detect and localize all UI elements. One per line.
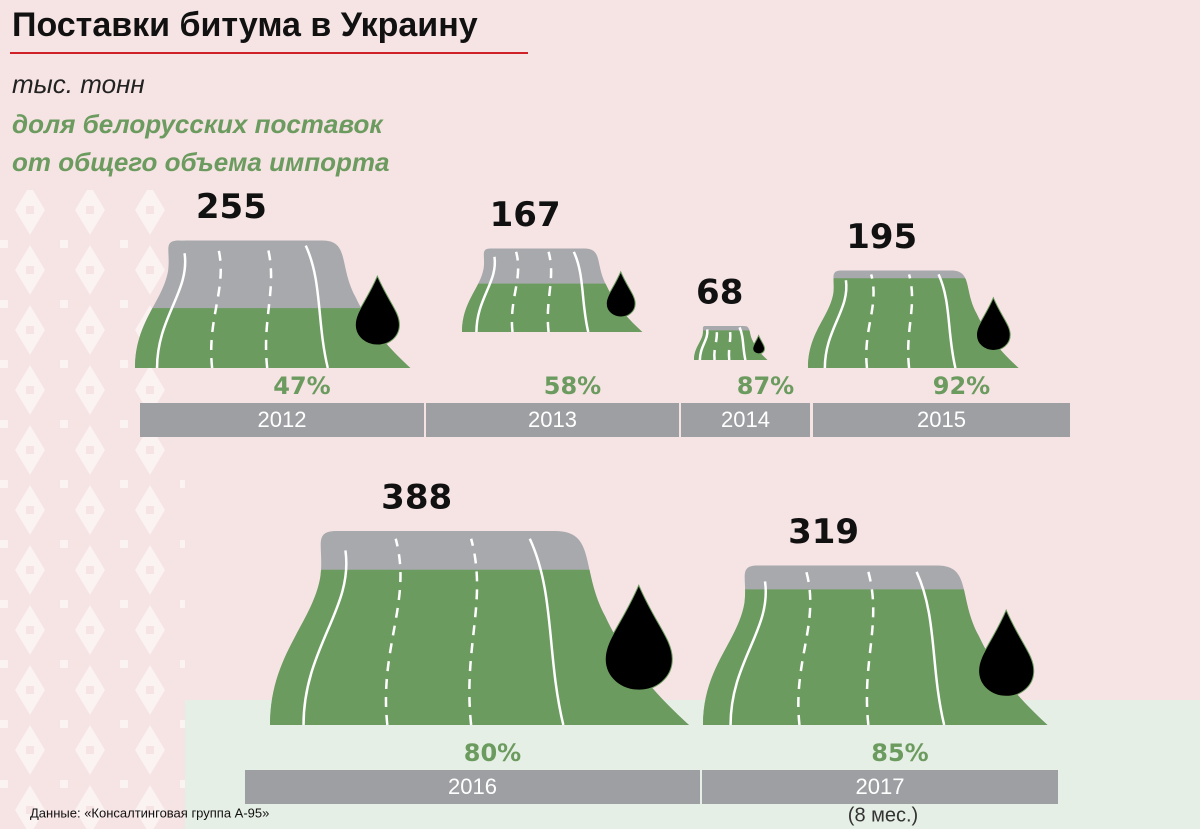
- drop: [605, 585, 672, 690]
- share-label: 85%: [871, 739, 928, 767]
- year-bar: [702, 770, 1058, 804]
- year-bar: [813, 403, 1070, 437]
- unit-label: тыс. тонн: [12, 69, 145, 99]
- year-label: 2012: [258, 407, 307, 432]
- road-group: [135, 240, 411, 369]
- lane-line: [530, 539, 564, 725]
- lane-line: [266, 246, 271, 368]
- year-label: 2017: [856, 774, 905, 799]
- value-label: 255: [196, 187, 267, 227]
- road-group: [703, 565, 1048, 726]
- year-label: 2015: [917, 407, 966, 432]
- share-part: [703, 589, 1048, 726]
- lane-line: [306, 246, 328, 368]
- year-bar: [681, 403, 810, 437]
- share-caption: доля белорусских поставок: [12, 109, 384, 139]
- ornament: [0, 190, 185, 829]
- lane-line: [740, 327, 746, 360]
- lane-line: [574, 252, 588, 332]
- year-bar: [245, 770, 700, 804]
- share-part: [462, 283, 643, 333]
- year-label: 2014: [721, 407, 770, 432]
- road-group: [270, 531, 690, 726]
- share-label: 87%: [737, 372, 794, 400]
- lane-line: [798, 572, 810, 725]
- source: Данные: «Консалтинговая группа А-95»: [30, 805, 269, 820]
- year-label: 2013: [528, 407, 577, 432]
- drop: [753, 336, 765, 354]
- share-part: [270, 569, 690, 726]
- value-label: 68: [696, 273, 743, 313]
- lane-line: [469, 539, 477, 725]
- road-group: [694, 326, 768, 361]
- year-label: 2016: [448, 774, 497, 799]
- lane-line: [512, 252, 518, 332]
- share-label: 47%: [273, 372, 330, 400]
- year-bar: [140, 403, 424, 437]
- value-label: 388: [381, 478, 452, 518]
- share-part: [694, 330, 768, 361]
- share-caption: от общего объема импорта: [12, 147, 389, 177]
- note: (8 мес.): [848, 804, 918, 826]
- drop: [355, 276, 399, 345]
- lane-line: [939, 274, 956, 368]
- lane-line: [211, 246, 221, 368]
- value-label: 167: [490, 195, 561, 235]
- drop: [606, 272, 635, 317]
- title-area: [0, 0, 530, 180]
- chart-title: Поставки битума в Украину: [12, 6, 478, 44]
- share-part: [135, 308, 411, 368]
- lane-line: [729, 327, 730, 360]
- share-label: 92%: [933, 372, 990, 400]
- lane-line: [867, 572, 873, 725]
- year-bar: [426, 403, 679, 437]
- share-label: 58%: [544, 372, 601, 400]
- value-label: 319: [788, 512, 859, 552]
- lane-line: [386, 539, 401, 725]
- lane-line: [825, 280, 847, 368]
- lane-line: [476, 257, 494, 332]
- share-label: 80%: [464, 739, 521, 767]
- lane-line: [714, 327, 717, 360]
- share-part: [808, 278, 1019, 369]
- lane-line: [731, 581, 766, 725]
- drop: [976, 298, 1010, 351]
- lane-line: [917, 572, 945, 725]
- value-label: 195: [846, 217, 917, 257]
- lane-line: [700, 329, 708, 360]
- road-group: [462, 248, 643, 333]
- drop: [979, 610, 1034, 696]
- lane-line: [304, 550, 347, 725]
- lane-line: [157, 253, 185, 368]
- road-group: [808, 270, 1019, 369]
- lane-line: [548, 252, 551, 332]
